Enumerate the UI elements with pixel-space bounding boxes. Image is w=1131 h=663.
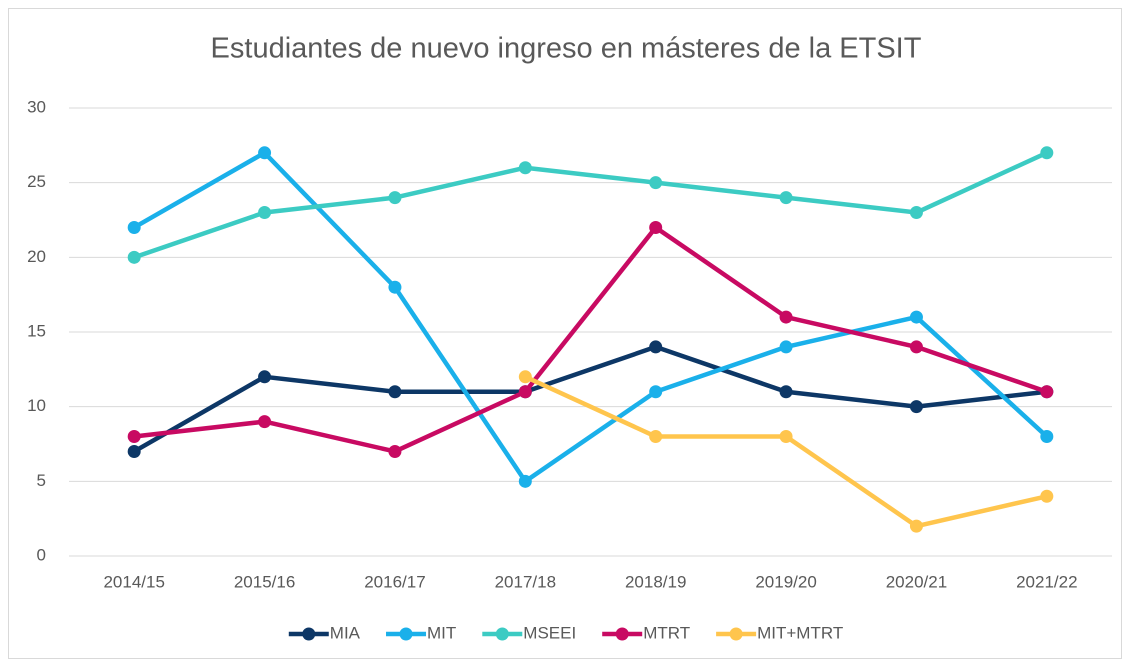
point — [909, 206, 923, 220]
x-tick-label: 2016/17 — [364, 572, 425, 591]
x-tick-label: 2019/20 — [755, 572, 816, 591]
point — [258, 370, 272, 384]
legend-label: MIT — [427, 623, 456, 642]
x-tick-label: 2018/19 — [625, 572, 686, 591]
point — [518, 370, 532, 384]
point — [388, 191, 402, 205]
point — [1040, 430, 1054, 444]
point — [258, 415, 272, 429]
point — [388, 385, 402, 399]
point — [388, 280, 402, 294]
point — [909, 340, 923, 354]
point — [779, 430, 793, 444]
point — [909, 519, 923, 533]
series-line — [133, 344, 1048, 454]
point — [518, 161, 532, 175]
y-tick-label: 20 — [27, 247, 46, 266]
y-tick-label: 15 — [27, 321, 46, 340]
point — [779, 340, 793, 354]
y-tick-label: 25 — [27, 172, 46, 191]
series-line — [133, 225, 1048, 454]
legend-label: MTRT — [643, 623, 690, 642]
legend-label: MSEEI — [523, 623, 576, 642]
point — [909, 400, 923, 414]
point — [649, 340, 663, 354]
legend-marker — [729, 627, 743, 641]
point — [518, 474, 532, 488]
legend-label: MIA — [330, 623, 361, 642]
point — [127, 250, 141, 264]
point — [258, 146, 272, 160]
point — [127, 430, 141, 444]
point — [649, 385, 663, 399]
chart-border — [8, 8, 1122, 659]
legend-marker — [615, 627, 629, 641]
point — [127, 220, 141, 234]
legend-label: MIT+MTRT — [757, 623, 843, 642]
point — [1040, 489, 1054, 503]
legend-marker — [302, 627, 316, 641]
y-tick-label: 10 — [27, 396, 46, 415]
series-line — [133, 150, 1048, 260]
point — [779, 310, 793, 324]
y-tick-label: 0 — [37, 545, 46, 564]
x-tick-label: 2017/18 — [495, 572, 556, 591]
y-tick-label: 5 — [37, 471, 46, 490]
point — [779, 191, 793, 205]
x-tick-label: 2014/15 — [103, 572, 164, 591]
legend: MIA MIT MSEEI MTRT MIT+MTRT — [288, 623, 843, 642]
point — [649, 176, 663, 190]
x-tick-label: 2020/21 — [886, 572, 947, 591]
point — [649, 430, 663, 444]
chart-title: Estudiantes de nuevo ingreso en másteres… — [211, 33, 922, 65]
series-line — [133, 150, 1049, 484]
point — [909, 310, 923, 324]
x-tick-label: 2021/22 — [1016, 572, 1077, 591]
x-tick-label: 2015/16 — [234, 572, 295, 591]
point — [649, 220, 663, 234]
y-tick-label: 30 — [27, 97, 46, 116]
legend-marker — [495, 627, 509, 641]
point — [518, 385, 532, 399]
point — [388, 444, 402, 458]
point — [258, 206, 272, 220]
legend-marker — [399, 627, 413, 641]
point — [1040, 146, 1054, 160]
point — [779, 385, 793, 399]
point — [127, 444, 141, 458]
point — [1040, 385, 1054, 399]
